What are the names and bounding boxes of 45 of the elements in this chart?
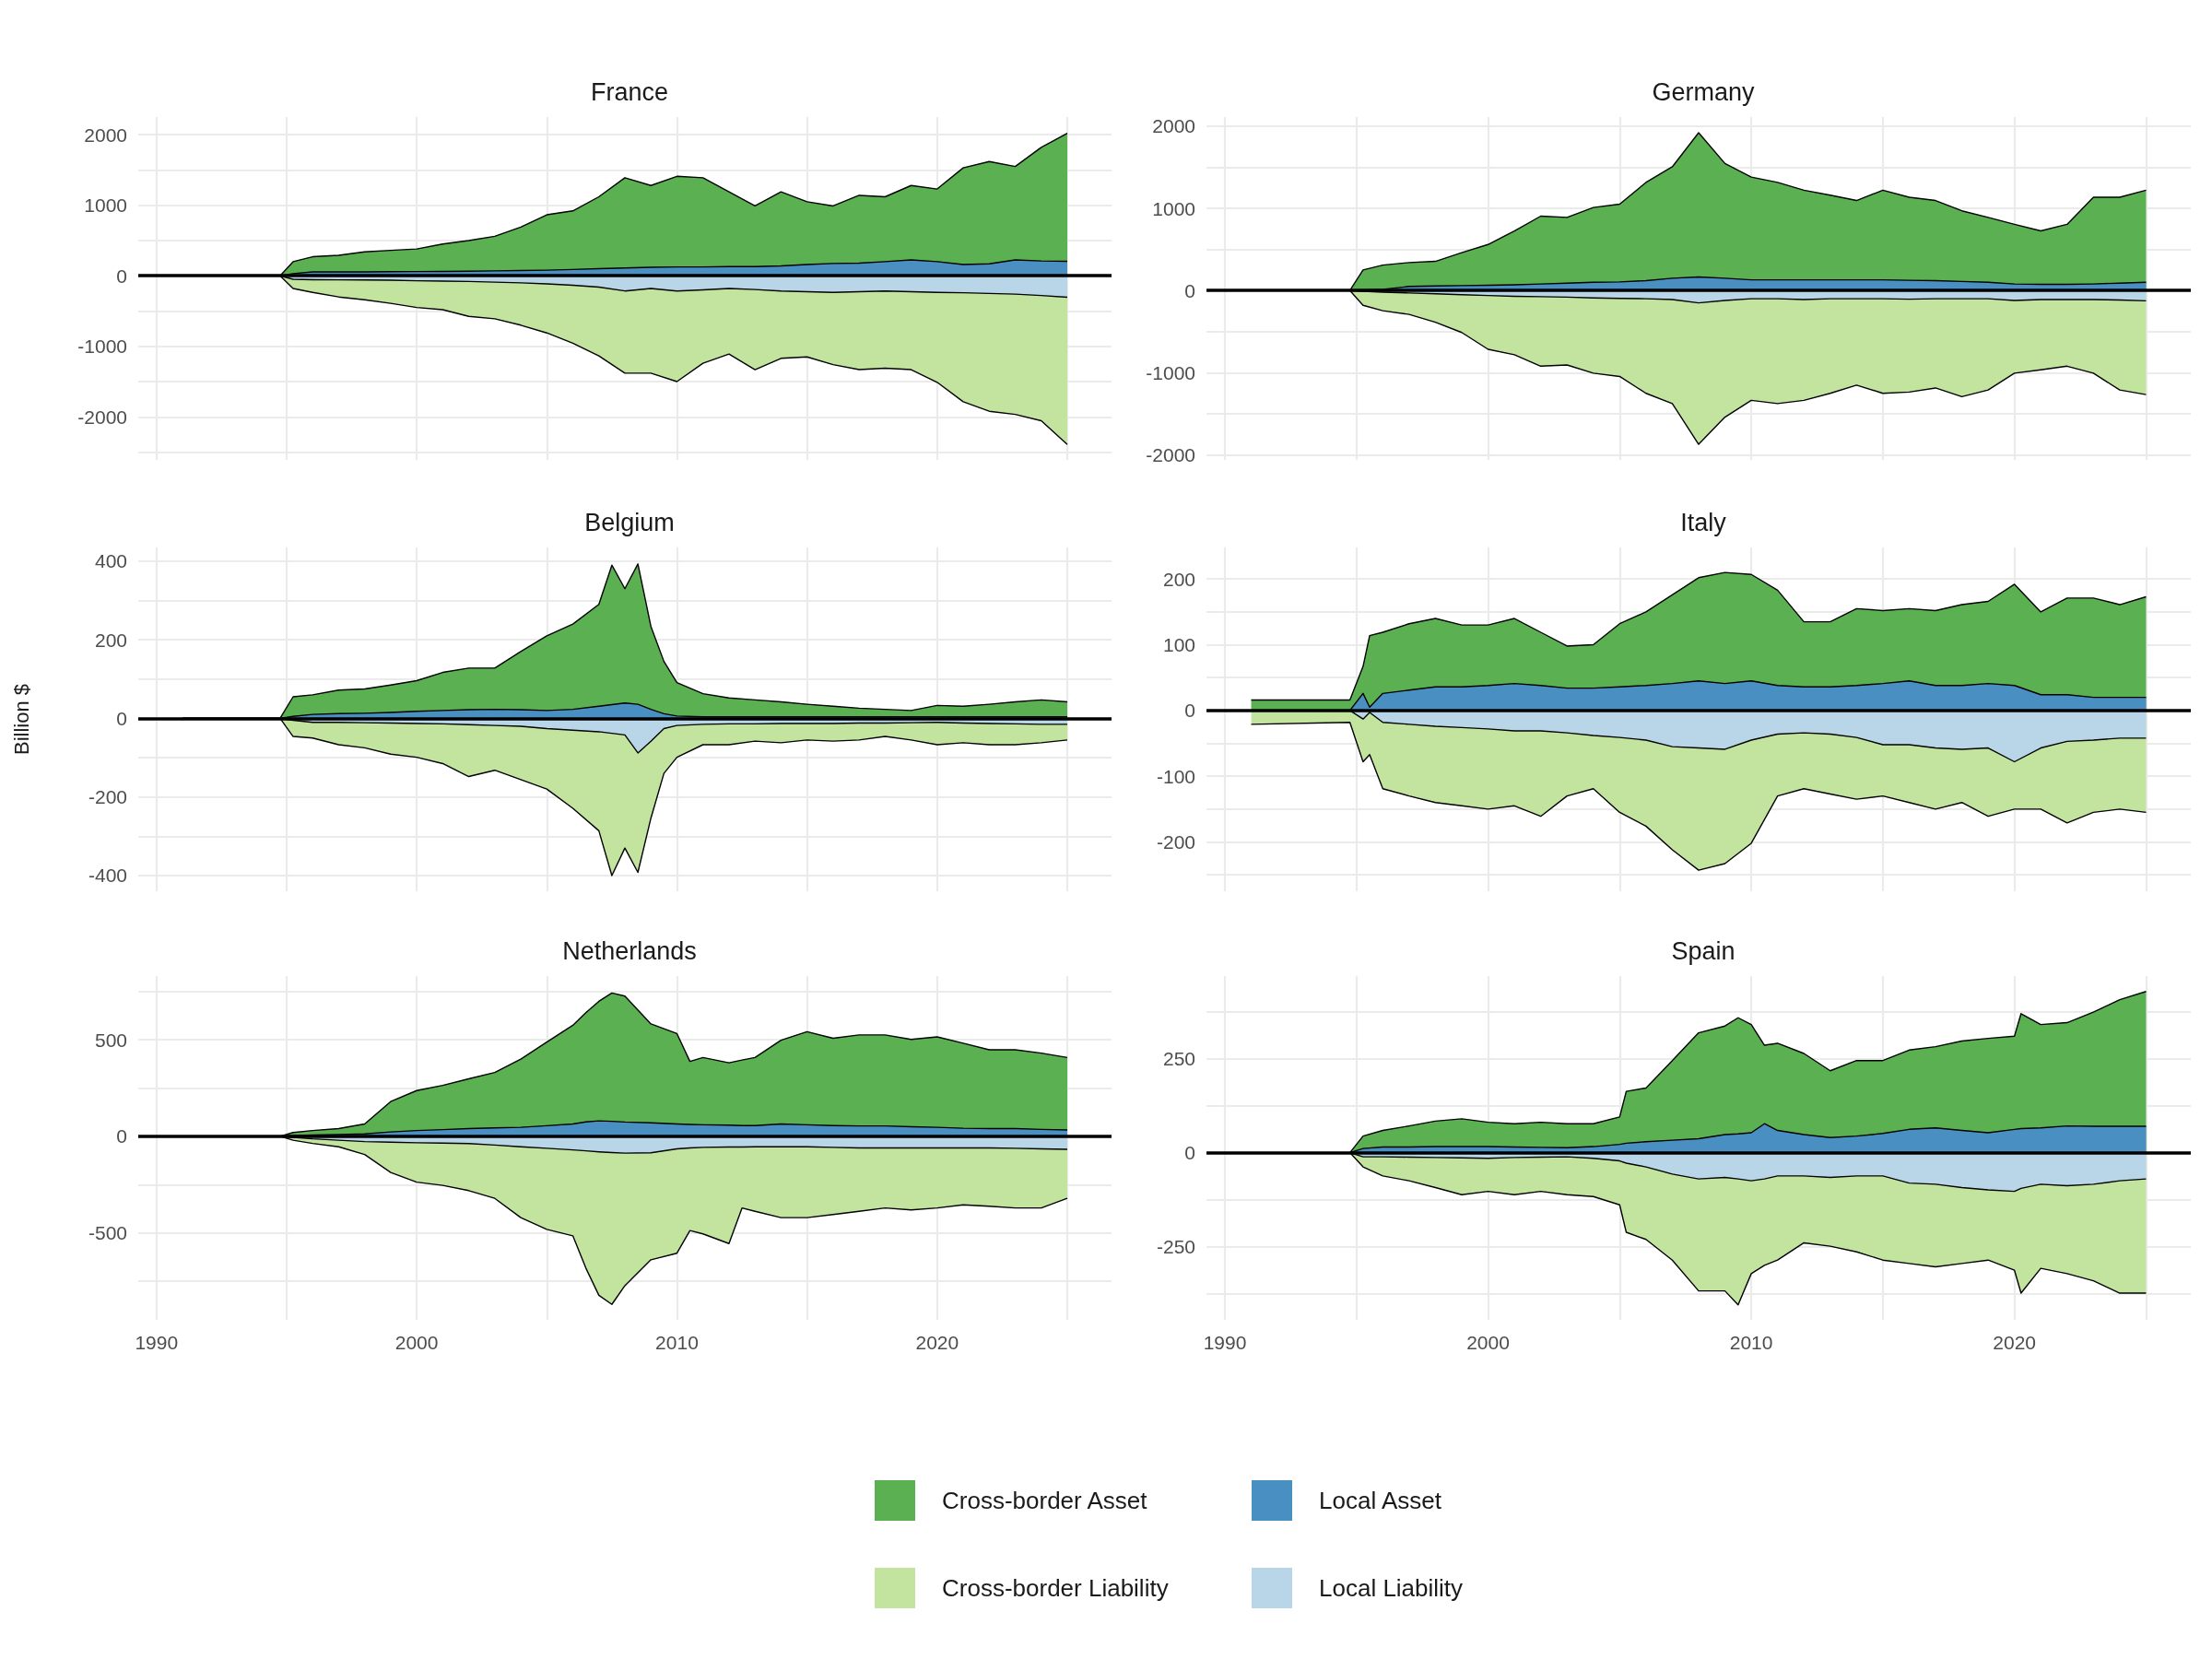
chart-title: Germany <box>1652 77 1756 106</box>
x-tick-label: 2000 <box>1466 1332 1510 1353</box>
y-tick-label: 2000 <box>84 124 127 146</box>
y-tick-label: -250 <box>1156 1236 1195 1258</box>
y-tick-label: -200 <box>88 786 127 808</box>
x-tick-label: 2010 <box>1729 1332 1773 1353</box>
y-tick-label: 0 <box>1184 700 1195 722</box>
x-tick-label: 2000 <box>394 1332 439 1353</box>
y-tick-label: -2000 <box>77 406 127 428</box>
legend-label: Local Liability <box>1319 1574 1464 1602</box>
y-tick-label: 0 <box>1184 1142 1195 1164</box>
y-tick-label: -500 <box>88 1222 127 1244</box>
x-tick-label: 1990 <box>135 1332 179 1353</box>
x-tick-label: 2020 <box>1993 1332 2037 1353</box>
legend-label: Local Asset <box>1319 1487 1442 1514</box>
y-tick-label: 0 <box>116 1125 127 1147</box>
legend-label: Cross-border Liability <box>942 1574 1169 1602</box>
x-tick-label: 2020 <box>915 1332 959 1353</box>
x-tick-label: 1990 <box>1203 1332 1247 1353</box>
y-tick-label: 0 <box>116 707 127 729</box>
y-tick-label: 250 <box>1162 1048 1195 1070</box>
chart-title: France <box>590 77 669 106</box>
y-tick-label: 500 <box>94 1029 127 1051</box>
y-tick-label: -1000 <box>1146 361 1195 383</box>
y-tick-label: 0 <box>116 265 127 287</box>
y-tick-label: -100 <box>1156 765 1195 787</box>
y-axis-title: Billion $ <box>9 683 33 756</box>
y-tick-label: -400 <box>88 865 127 887</box>
y-tick-label: -2000 <box>1146 444 1195 466</box>
y-tick-label: -1000 <box>77 335 127 358</box>
y-tick-label: 1000 <box>84 194 127 217</box>
y-tick-label: 100 <box>1162 634 1195 656</box>
y-tick-label: 200 <box>1162 568 1195 590</box>
y-tick-label: 0 <box>1184 279 1195 301</box>
y-tick-label: 2000 <box>1152 115 1195 137</box>
y-tick-label: 400 <box>94 550 127 572</box>
legend-label: Cross-border Asset <box>942 1487 1148 1514</box>
chart-title: Netherlands <box>562 936 697 965</box>
chart-title: Belgium <box>584 508 675 536</box>
chart-title: Spain <box>1671 936 1735 965</box>
y-tick-label: 200 <box>94 629 127 651</box>
x-tick-label: 2010 <box>655 1332 699 1353</box>
y-tick-label: 1000 <box>1152 197 1195 219</box>
y-tick-label: -200 <box>1156 831 1195 853</box>
chart-title: Italy <box>1680 508 1727 536</box>
